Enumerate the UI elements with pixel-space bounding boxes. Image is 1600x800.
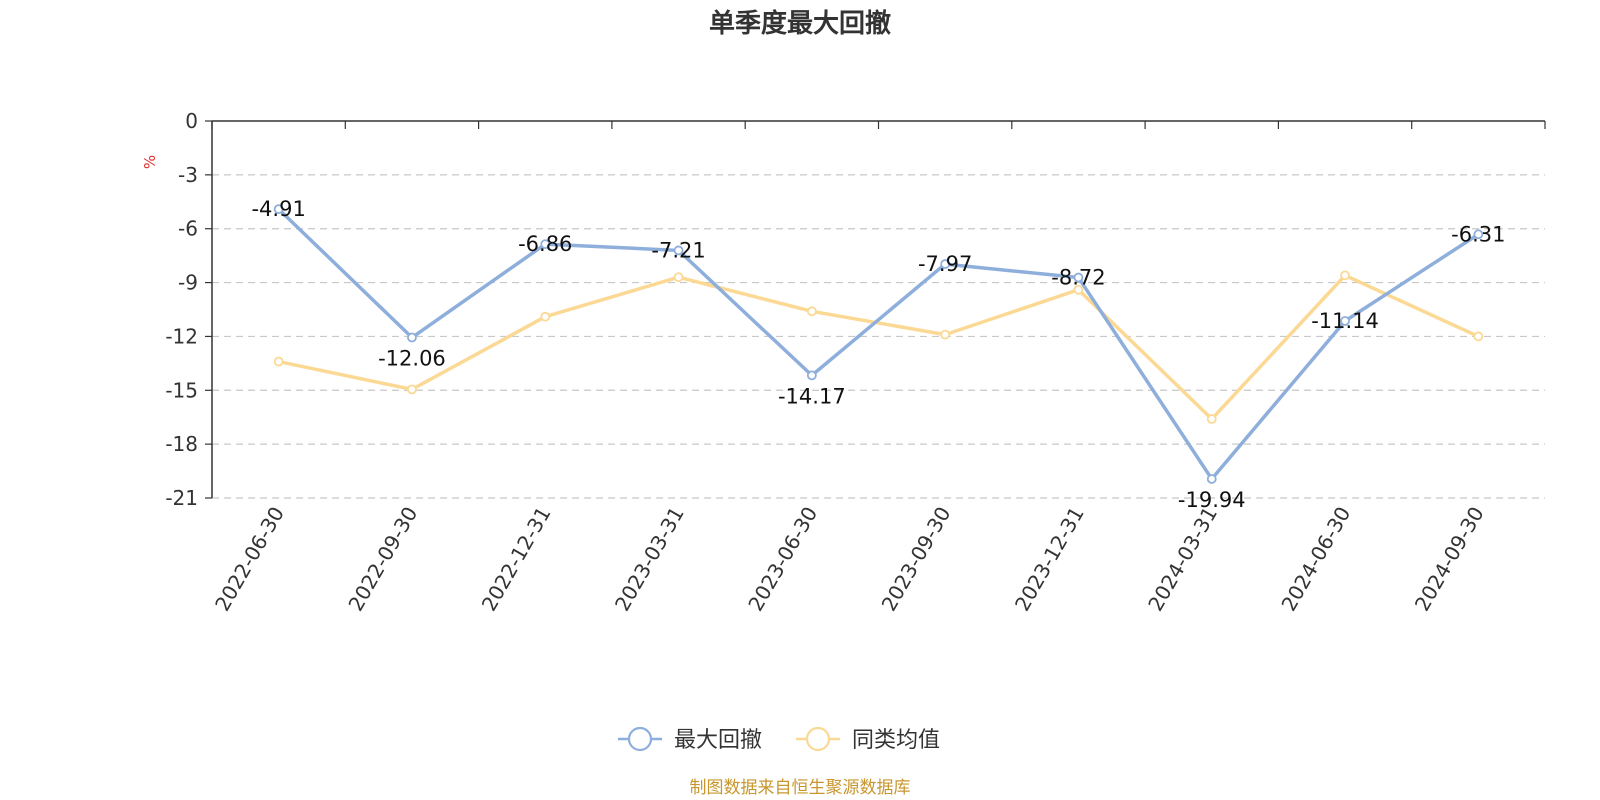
- y-tick-label: -6: [178, 217, 198, 241]
- y-tick-label: -9: [178, 271, 198, 295]
- x-tick-label: 2023-03-31: [610, 503, 689, 616]
- x-tick-label: 2024-09-30: [1410, 503, 1489, 616]
- y-tick-label: 0: [185, 109, 198, 133]
- source-note: 制图数据来自恒生聚源数据库: [690, 778, 911, 798]
- data-label: -12.06: [378, 347, 446, 371]
- data-label: -8.72: [1051, 266, 1105, 290]
- data-point: [940, 259, 951, 269]
- data-point: [940, 329, 951, 340]
- x-tick-label: 2023-06-30: [743, 503, 822, 616]
- data-point: [1473, 229, 1484, 240]
- x-tick-label: 2023-09-30: [877, 503, 956, 616]
- series-line-peer-average: [278, 273, 1480, 421]
- data-point: [407, 384, 417, 395]
- data-label: -4.91: [251, 197, 305, 221]
- data-label: -6.86: [518, 232, 572, 256]
- legend-label: 最大回撤: [674, 728, 762, 753]
- data-point: [806, 306, 817, 317]
- data-point: [1340, 316, 1350, 326]
- data-label: -7.97: [918, 252, 972, 276]
- data-point: [1473, 331, 1484, 342]
- data-label: -6.31: [1451, 222, 1505, 246]
- data-point: [1073, 272, 1084, 283]
- data-point: [540, 239, 551, 250]
- data-point: [673, 245, 684, 256]
- grid-lines: [212, 174, 1545, 499]
- chart-title: 单季度最大回撤: [709, 8, 891, 39]
- data-point: [806, 370, 817, 381]
- x-tick-label: 2022-09-30: [343, 503, 422, 616]
- x-tick-label: 2024-06-30: [1276, 503, 1355, 616]
- y-tick-label: -21: [165, 486, 198, 510]
- x-tick-label: 2024-03-31: [1143, 503, 1222, 616]
- legend-label: 同类均值: [852, 728, 940, 753]
- data-point: [1206, 414, 1217, 424]
- y-tick-label: -18: [165, 432, 198, 456]
- data-point: [673, 272, 684, 283]
- data-label: -11.14: [1311, 309, 1379, 333]
- data-label: -7.21: [651, 238, 705, 262]
- x-tick-label: 2022-12-31: [477, 503, 556, 616]
- data-label: -19.94: [1178, 488, 1246, 512]
- y-tick-label: -15: [165, 378, 198, 402]
- data-point: [407, 332, 417, 343]
- x-tick-label: 2022-06-30: [210, 503, 289, 616]
- y-tick-label: -3: [178, 163, 198, 187]
- legend-marker: [627, 726, 653, 752]
- data-labels: -4.91 -12.06 -6.86 -7.21 -14.17 -7.97 -8.72 -19…: [251, 197, 1505, 512]
- data-point: [540, 311, 551, 322]
- legend-marker: [805, 726, 831, 752]
- y-tick-label: -12: [165, 324, 198, 348]
- y-axis-unit: %: [141, 155, 159, 169]
- axes: 0 -3 -6 -9 -12 -15 -18 -21 2022-06-30 2022-09-30 2…: [165, 109, 1546, 616]
- x-tick-label: 2023-12-31: [1010, 503, 1089, 616]
- data-label: -14.17: [778, 384, 846, 408]
- data-point: [273, 204, 284, 215]
- series-lines: [273, 204, 1484, 484]
- data-point: [1073, 284, 1084, 295]
- series-line-max-drawdown: [277, 207, 1480, 481]
- data-point: [273, 356, 284, 367]
- data-point: [1340, 270, 1350, 281]
- data-point: [1206, 474, 1217, 484]
- legend: 最大回撤 同类均值: [618, 726, 940, 753]
